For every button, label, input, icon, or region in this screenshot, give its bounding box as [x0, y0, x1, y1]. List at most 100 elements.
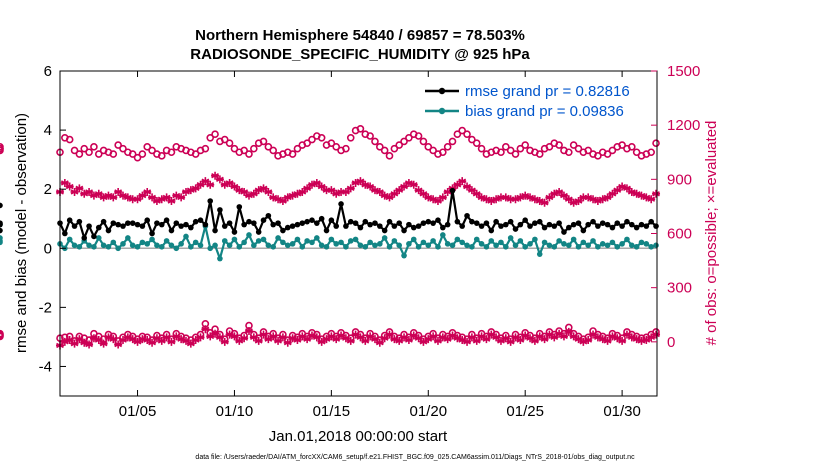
rmse-point: [420, 220, 427, 226]
y-axis-left-label: rmse and bias (model - observation): [13, 113, 30, 353]
obs-evaluated-bottom-point: [89, 334, 98, 343]
obs-possible-point: [0, 144, 4, 153]
footnote: data file: /Users/raeder/DAI/ATM_forcXX/…: [195, 454, 635, 461]
obs-evaluated-point: [361, 180, 370, 189]
rmse-point: [129, 220, 136, 226]
bias-point: [575, 243, 582, 250]
series-layer: [0, 126, 661, 350]
bias-point: [173, 245, 180, 252]
rmse-point: [478, 223, 485, 229]
obs-evaluated-point: [569, 198, 578, 207]
right-axis: 0 300 600 900 1200 1500: [651, 63, 700, 351]
obs-evaluated-point: [254, 186, 263, 195]
obs-evaluated-point: [370, 186, 379, 195]
obs-evaluated-point: [264, 187, 273, 196]
obs-evaluated-bottom-point: [75, 335, 84, 344]
legend-rmse-marker: [438, 87, 446, 95]
obs-evaluated-bottom-point: [414, 334, 423, 343]
obs-evaluated-point: [157, 195, 166, 204]
obs-evaluated-point: [404, 178, 413, 187]
obs-evaluated-point: [278, 197, 287, 205]
rmse-point: [440, 224, 446, 231]
x-axis: 01/05 01/10 01/15 01/20 01/25 01/30: [119, 71, 641, 420]
rmse-point: [435, 217, 441, 224]
y-left-tick-label: -2: [39, 299, 52, 316]
rmse-point: [0, 227, 3, 234]
rmse-point: [144, 217, 151, 224]
bias-point: [318, 242, 325, 249]
obs-evaluated-point: [438, 193, 447, 202]
bias-point: [284, 242, 291, 249]
obs-evaluated-point: [65, 182, 74, 191]
rmse-point: [595, 223, 601, 229]
rmse-point: [163, 217, 170, 224]
obs-evaluated-bottom-point: [186, 339, 195, 348]
bias-point: [158, 243, 165, 250]
bias-point: [551, 243, 558, 250]
obs-evaluated-point: [366, 182, 375, 191]
obs-evaluated-point: [458, 177, 467, 186]
obs-evaluated-bottom-point: [472, 336, 481, 345]
obs-possible-point: [133, 153, 142, 162]
obs-evaluated-bottom-point: [530, 336, 539, 345]
bias-point: [309, 239, 315, 246]
rmse-point: [396, 220, 403, 226]
obs-evaluated-point: [482, 195, 491, 204]
y-right-tick-label: 300: [667, 280, 692, 297]
bias-point: [236, 243, 243, 250]
bias-point: [493, 242, 499, 249]
obs-evaluated-bottom-point: [482, 335, 491, 344]
y-right-tick-label: 900: [667, 171, 692, 188]
rmse-point: [0, 202, 3, 209]
obs-evaluated-point: [89, 191, 98, 200]
obs-evaluated-bottom-point: [496, 336, 505, 345]
obs-evaluated-point: [453, 180, 462, 189]
bias-point: [328, 236, 335, 243]
obs-evaluated-point: [506, 195, 515, 204]
obs-evaluated-bottom-point: [332, 335, 341, 344]
obs-evaluated-point: [288, 191, 297, 200]
obs-possible-point: [521, 141, 529, 149]
obs-evaluated-bottom-point: [99, 339, 108, 348]
obs-possible-point: [380, 146, 389, 155]
obs-possible-point: [385, 152, 394, 160]
bias-point: [217, 255, 223, 262]
rmse-point: [289, 223, 296, 229]
obs-evaluated-point: [259, 184, 268, 193]
rmse-point: [367, 221, 373, 228]
bias-point: [527, 241, 533, 247]
bias-point: [154, 242, 160, 249]
rmse-point: [333, 223, 340, 229]
obs-evaluated-point: [550, 189, 559, 198]
obs-evaluated-point: [114, 187, 123, 196]
obs-possible-point: [119, 144, 127, 153]
obs-evaluated-point: [540, 198, 549, 207]
y-left-tick-label: 4: [44, 122, 52, 139]
obs-evaluated-point: [622, 184, 631, 193]
obs-evaluated-bottom-point: [584, 336, 593, 345]
obs-evaluated-point: [429, 195, 438, 204]
rmse-point: [139, 223, 146, 229]
rmse-point: [71, 223, 78, 229]
obs-evaluated-point: [312, 178, 321, 187]
rmse-point: [473, 220, 480, 226]
bias-point: [144, 241, 151, 247]
bias-point: [570, 236, 577, 243]
rmse-point: [294, 221, 301, 228]
obs-evaluated-bottom-point: [317, 337, 326, 346]
obs-evaluated-point: [511, 195, 520, 204]
obs-evaluated-bottom-point: [148, 338, 157, 347]
obs-evaluated-point: [225, 178, 234, 187]
obs-possible-point: [269, 146, 278, 155]
obs-evaluated-point: [356, 177, 365, 186]
bias-point: [260, 236, 267, 243]
rmse-point: [566, 224, 572, 231]
bias-point: [507, 235, 514, 241]
obs-possible-point: [647, 148, 655, 157]
obs-evaluated-point: [337, 187, 346, 196]
obs-evaluated-bottom-point: [652, 330, 661, 339]
obs-evaluated-point: [632, 189, 641, 198]
rmse-point: [100, 218, 107, 225]
rmse-point: [469, 218, 475, 225]
obs-possible-point: [603, 150, 612, 158]
